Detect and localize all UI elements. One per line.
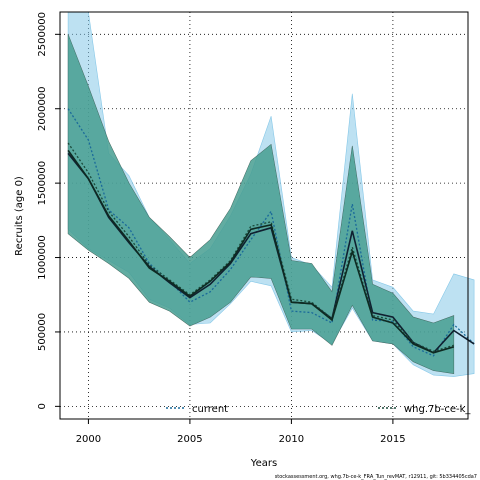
y-tick-label: 2500000 bbox=[37, 12, 48, 57]
x-axis-title: Years bbox=[250, 458, 277, 469]
y-tick-label: 1500000 bbox=[37, 161, 48, 206]
x-tick-label: 2000 bbox=[76, 434, 101, 445]
legend-label-current: current bbox=[192, 404, 228, 415]
series-lines bbox=[67, 108, 475, 357]
x-tick-label: 2015 bbox=[380, 434, 405, 445]
y-tick-label: 500000 bbox=[37, 313, 48, 351]
y-tick-label: 1000000 bbox=[37, 235, 48, 280]
y-axis-title: Recruits (age 0) bbox=[14, 176, 25, 256]
legend: current whg.7b-ce-k_ bbox=[166, 404, 471, 415]
legend-label-comparison: whg.7b-ce-k_ bbox=[404, 404, 471, 415]
comparison-confidence-band-inner bbox=[68, 34, 454, 374]
x-tick-label: 2005 bbox=[177, 434, 202, 445]
comparison-median-line bbox=[67, 142, 454, 352]
y-tick-label: 2000000 bbox=[37, 86, 48, 131]
x-tick-label: 2010 bbox=[279, 434, 304, 445]
axis-ticks: 2000 2005 2010 2015 0 500000 1000000 1500000 200… bbox=[37, 12, 406, 445]
confidence-bands bbox=[67, 11, 475, 377]
plot-frame bbox=[59, 11, 469, 420]
footer-text: stockassessment.org, whg.7b-ce-k_FRA_Tun… bbox=[275, 474, 477, 480]
y-tick-label: 0 bbox=[37, 403, 48, 409]
comparison-mean-line bbox=[67, 149, 455, 354]
